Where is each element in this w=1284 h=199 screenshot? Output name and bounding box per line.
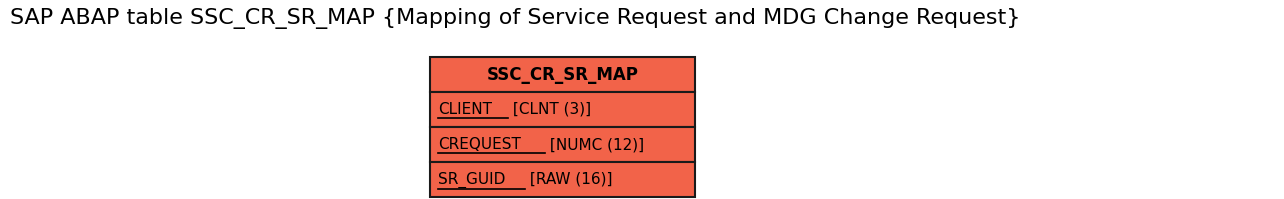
- Bar: [430, 92, 695, 127]
- Text: [NUMC (12)]: [NUMC (12)]: [544, 137, 645, 152]
- Text: [CLNT (3)]: [CLNT (3)]: [507, 102, 591, 117]
- Bar: [430, 57, 695, 92]
- Text: SAP ABAP table SSC_CR_SR_MAP {Mapping of Service Request and MDG Change Request}: SAP ABAP table SSC_CR_SR_MAP {Mapping of…: [10, 8, 1021, 29]
- Text: SR_GUID: SR_GUID: [438, 171, 506, 188]
- Text: CLIENT: CLIENT: [438, 102, 492, 117]
- Text: SSC_CR_SR_MAP: SSC_CR_SR_MAP: [487, 65, 638, 84]
- Text: [RAW (16)]: [RAW (16)]: [525, 172, 612, 187]
- Text: CREQUEST: CREQUEST: [438, 137, 521, 152]
- Bar: [430, 162, 695, 197]
- Bar: [430, 127, 695, 162]
